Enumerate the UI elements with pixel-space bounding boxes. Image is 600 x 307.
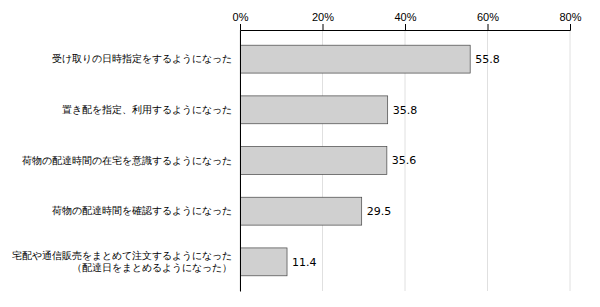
data-label: 35.6 <box>392 154 417 167</box>
y-tick: 荷物の配達時間を確認するようになった <box>52 205 240 216</box>
x-tick: 20% <box>312 11 334 30</box>
bar <box>240 96 388 124</box>
x-axis-line <box>241 24 571 31</box>
chart: 0% 20% 40% 60% 80% 受け取りの日時指定をするようになった置き配を指定、利… <box>0 0 600 307</box>
bar <box>240 197 362 225</box>
data-label: 29.5 <box>367 205 392 218</box>
grid-line <box>240 30 241 291</box>
y-tick-label: 宅配や通信販売をまとめて注文するようになった（配達日をまとめるようになった） <box>12 250 232 273</box>
y-tick: 宅配や通信販売をまとめて注文するようになった（配達日をまとめるようになった） <box>12 250 240 273</box>
y-tick-label: 荷物の配達時間の在宅を意識するようになった <box>22 155 232 166</box>
x-tick-mark <box>570 24 571 30</box>
x-tick-mark <box>240 24 241 30</box>
y-axis: 受け取りの日時指定をするようになった置き配を指定、利用するようになった荷物の配達… <box>12 31 241 292</box>
y-tick-label: 受け取りの日時指定をするようになった <box>52 53 232 64</box>
data-labels: 55.8 35.8 35.6 29.5 11.4 <box>292 53 500 269</box>
y-axis-line <box>240 31 241 292</box>
data-label: 55.8 <box>475 53 500 66</box>
x-tick: 40% <box>394 11 416 30</box>
x-tick-label: 80% <box>559 11 581 23</box>
data-label: 35.8 <box>393 104 418 117</box>
y-tick-label: 荷物の配達時間を確認するようになった <box>52 205 232 216</box>
x-tick: 0% <box>233 11 249 30</box>
bar <box>240 45 470 73</box>
bars <box>240 45 470 276</box>
data-label: 11.4 <box>292 256 317 269</box>
x-tick-label: 20% <box>312 11 334 23</box>
y-tick-label: 置き配を指定、利用するようになった <box>62 104 232 115</box>
bar <box>240 147 387 175</box>
y-tick: 荷物の配達時間の在宅を意識するようになった <box>22 155 240 166</box>
x-tick-label: 60% <box>477 11 499 23</box>
x-tick: 60% <box>477 11 499 30</box>
grid-line <box>487 30 488 291</box>
plot: 0% 20% 40% 60% 80% 受け取りの日時指定をするようになった置き配を指定、利… <box>12 11 582 292</box>
grid <box>240 30 570 291</box>
x-axis: 0% 20% 40% 60% 80% <box>233 11 582 31</box>
x-tick-mark <box>323 24 324 30</box>
x-tick-mark <box>488 24 489 30</box>
x-tick-mark <box>405 24 406 30</box>
x-tick-label: 40% <box>394 11 416 23</box>
bar <box>240 248 287 276</box>
y-tick: 置き配を指定、利用するようになった <box>62 104 240 115</box>
grid-line <box>570 30 571 291</box>
x-tick-label: 0% <box>233 11 249 23</box>
y-tick: 受け取りの日時指定をするようになった <box>52 53 240 64</box>
x-tick: 80% <box>559 11 581 30</box>
